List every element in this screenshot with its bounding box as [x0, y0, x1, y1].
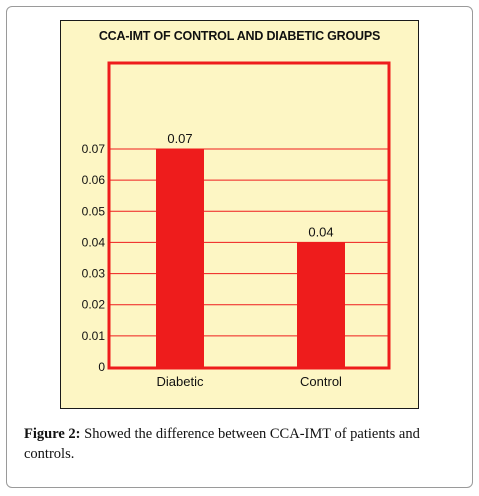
- y-tick-label: 0.01: [82, 329, 106, 343]
- y-axis-ticks: 0 0.01 0.02 0.03 0.04 0.05 0.06 0.07: [82, 142, 106, 374]
- plot-area-border: [107, 61, 391, 370]
- chart-panel: CCA-IMT OF CONTROL AND DIABETIC GROUPS 0…: [60, 20, 419, 409]
- bar-data-labels: 0.07 0.04: [167, 131, 333, 239]
- y-tick-label: 0.07: [82, 142, 106, 156]
- caption-label: Figure 2:: [24, 426, 81, 442]
- y-tick-label: 0: [98, 360, 105, 374]
- y-tick-label: 0.06: [82, 173, 106, 187]
- x-tick-label-diabetic: Diabetic: [157, 374, 204, 389]
- bar-label-control: 0.04: [308, 224, 333, 239]
- y-tick-label: 0.05: [82, 204, 106, 218]
- figure-caption: Figure 2: Showed the difference between …: [24, 424, 469, 464]
- bar-chart: 0 0.01 0.02 0.03 0.04 0.05 0.06 0.07 0.07 0.04 D…: [82, 61, 391, 389]
- bar-diabetic: [156, 149, 204, 367]
- y-tick-label: 0.03: [82, 267, 106, 281]
- y-tick-label: 0.02: [82, 298, 106, 312]
- x-axis-labels: Diabetic Control: [157, 374, 343, 389]
- bar-label-diabetic: 0.07: [167, 131, 192, 146]
- chart-title: CCA-IMT OF CONTROL AND DIABETIC GROUPS: [98, 29, 381, 43]
- bar-control: [297, 242, 345, 367]
- caption-text: Showed the difference between CCA-IMT of…: [24, 426, 420, 462]
- y-tick-label: 0.04: [82, 235, 106, 249]
- x-tick-label-control: Control: [300, 374, 342, 389]
- bars: [156, 149, 345, 367]
- gridlines: [109, 148, 389, 337]
